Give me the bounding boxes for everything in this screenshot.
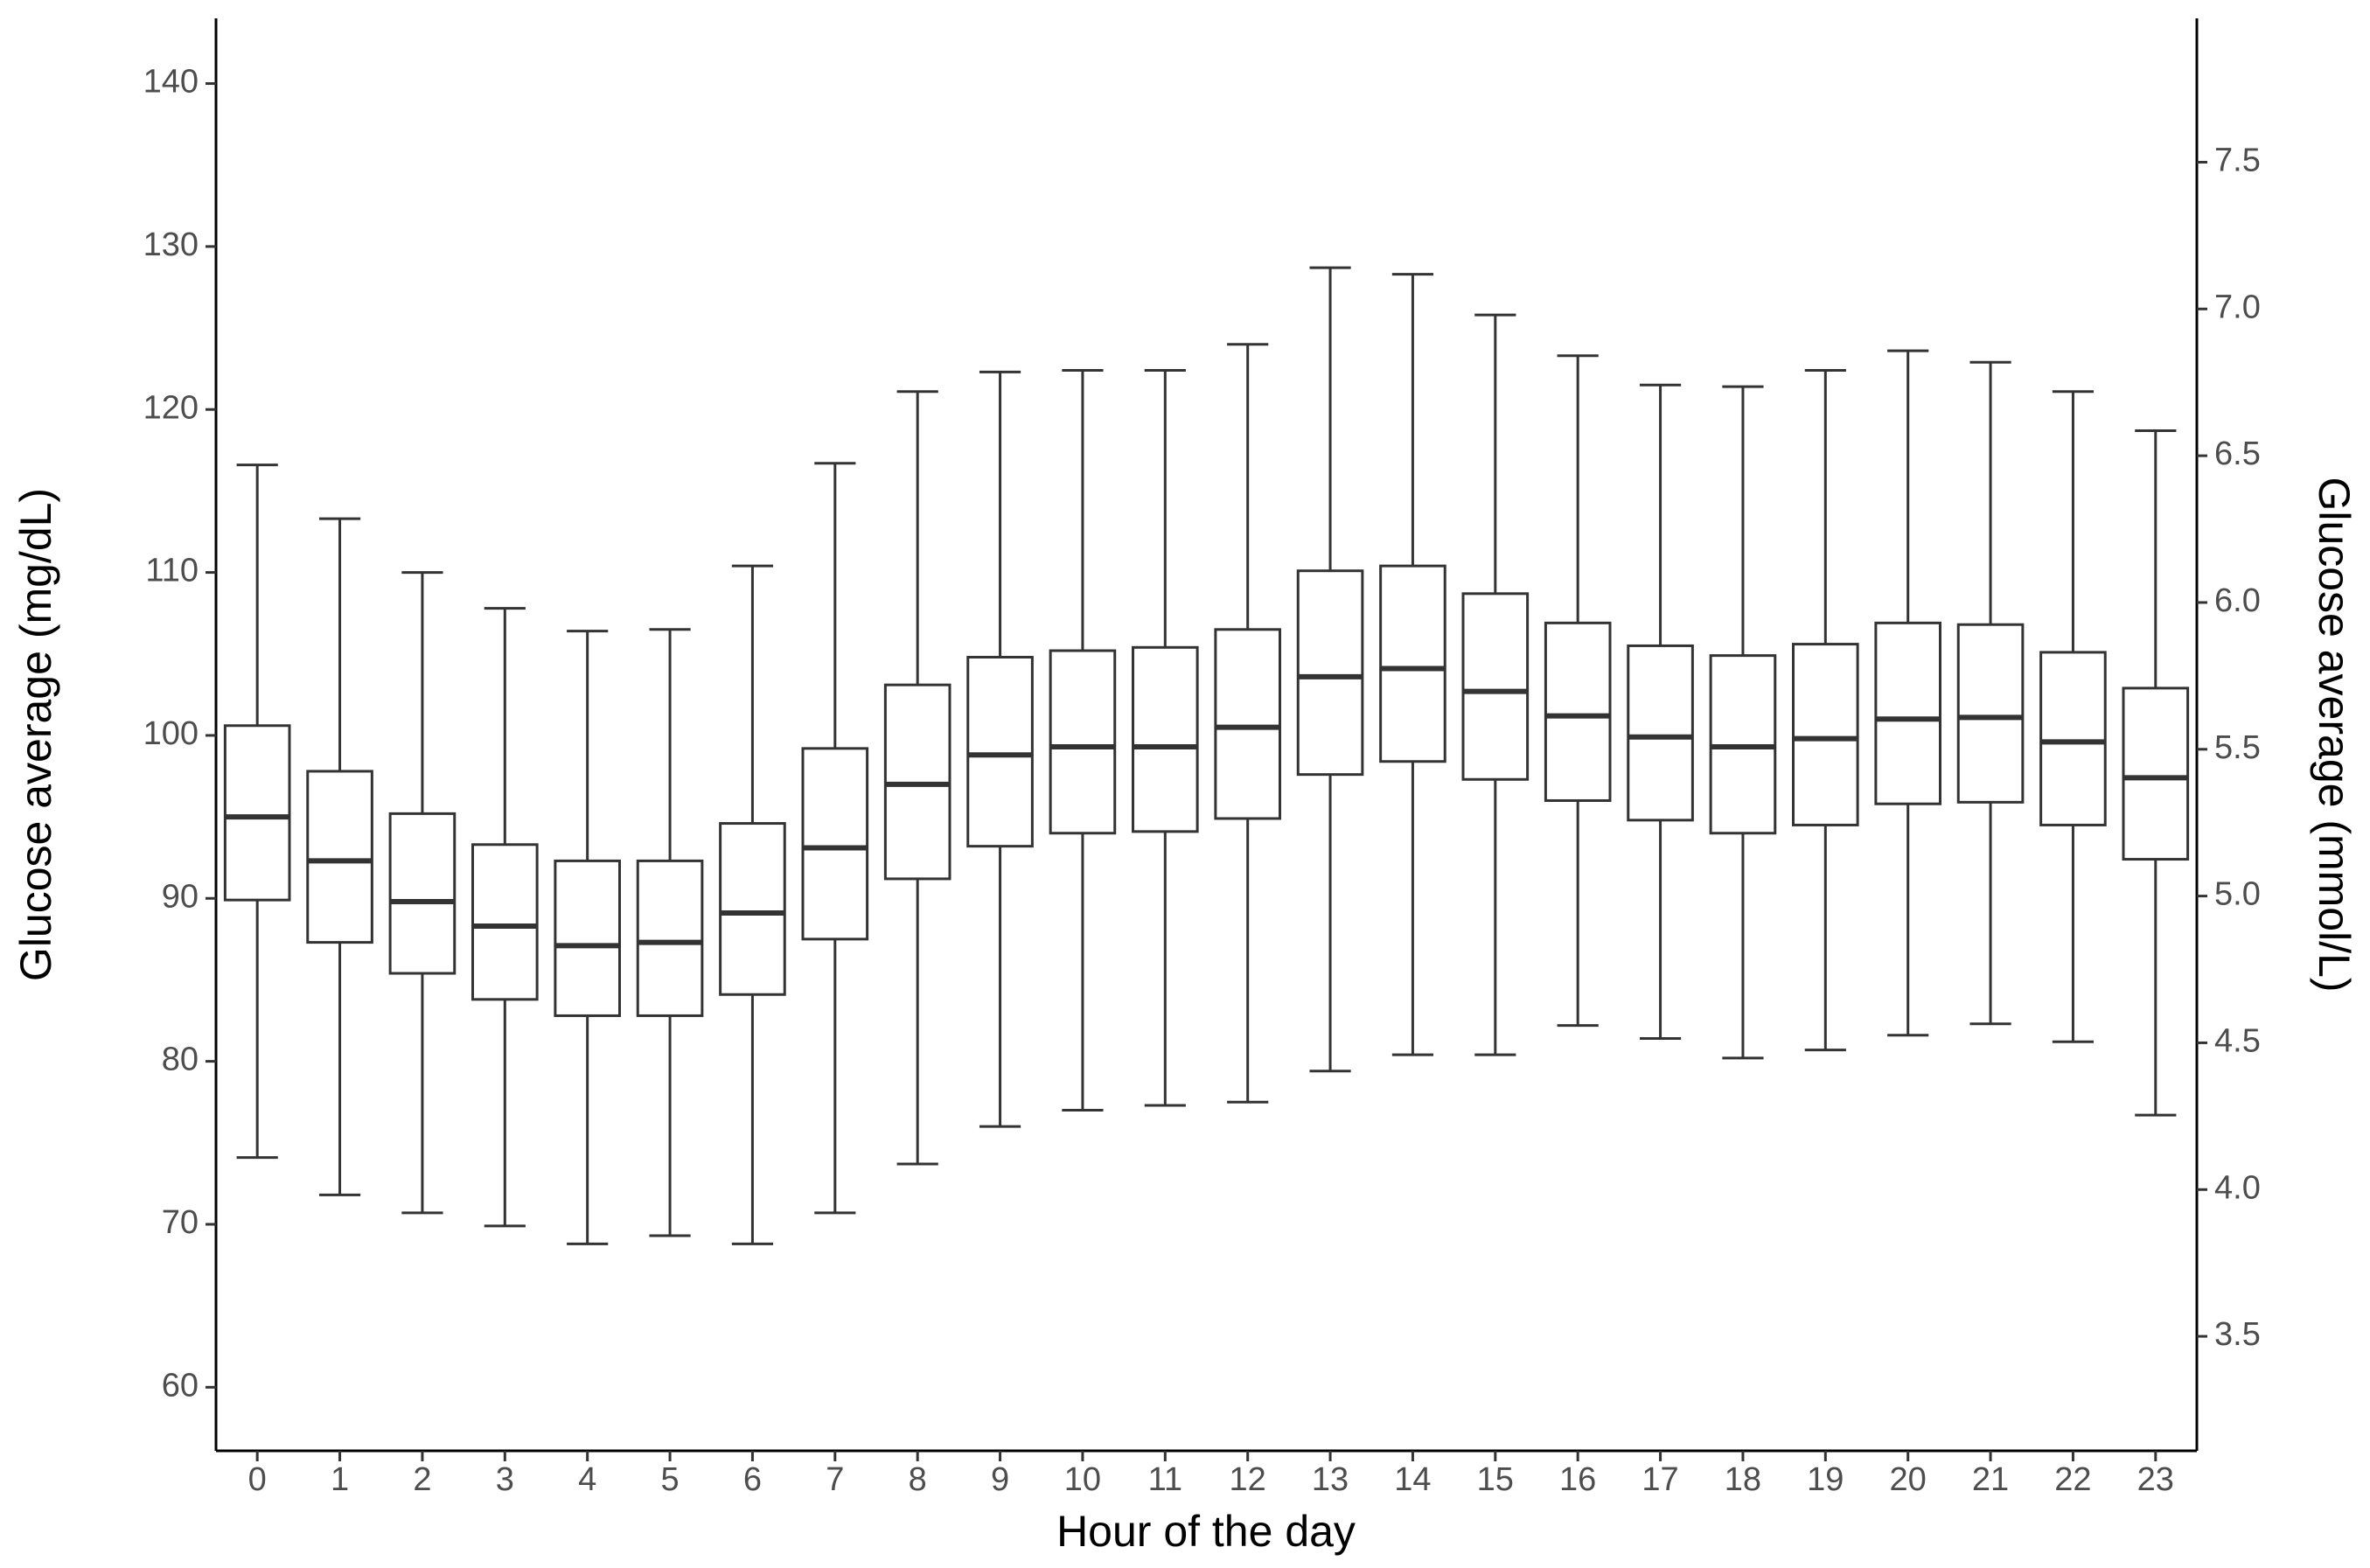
x-tick-label: 20 bbox=[1890, 1461, 1927, 1498]
y2-tick-label: 5.5 bbox=[2214, 729, 2261, 766]
y2-tick-label: 6.5 bbox=[2214, 436, 2261, 472]
y2-tick-label: 4.5 bbox=[2214, 1022, 2261, 1059]
x-tick-label: 23 bbox=[2137, 1461, 2174, 1498]
box bbox=[306, 770, 373, 944]
box bbox=[2039, 651, 2107, 826]
box bbox=[1792, 643, 1859, 826]
x-tick-label: 12 bbox=[1230, 1461, 1266, 1498]
y-tick-label: 70 bbox=[162, 1204, 199, 1241]
x-tick-label: 3 bbox=[496, 1461, 514, 1498]
x-tick-label: 6 bbox=[743, 1461, 762, 1498]
y-tick-label: 110 bbox=[145, 553, 199, 589]
box bbox=[1461, 592, 1530, 781]
box bbox=[966, 655, 1034, 848]
box bbox=[636, 859, 704, 1017]
y2-tick-label: 4.0 bbox=[2214, 1169, 2261, 1206]
y-tick-label: 100 bbox=[143, 715, 199, 752]
y2-tick-label: 7.5 bbox=[2214, 143, 2261, 179]
box bbox=[223, 724, 291, 902]
box bbox=[1379, 564, 1446, 763]
x-tick-label: 19 bbox=[1807, 1461, 1844, 1498]
box bbox=[1214, 628, 1281, 820]
y2-tick-label: 7.0 bbox=[2214, 289, 2261, 325]
y2-tick-label: 5.0 bbox=[2214, 876, 2261, 913]
y2-tick-label: 3.5 bbox=[2214, 1316, 2261, 1353]
x-tick-label: 11 bbox=[1148, 1461, 1182, 1498]
box bbox=[1132, 645, 1199, 833]
x-tick-label: 5 bbox=[660, 1461, 679, 1498]
box bbox=[554, 859, 621, 1017]
y2-tick-label: 6.0 bbox=[2214, 582, 2261, 619]
box bbox=[1296, 569, 1364, 777]
x-tick-label: 2 bbox=[413, 1461, 431, 1498]
box bbox=[388, 812, 457, 975]
x-tick-label: 10 bbox=[1064, 1461, 1101, 1498]
box bbox=[1544, 621, 1612, 802]
x-tick-label: 22 bbox=[2054, 1461, 2091, 1498]
y-tick-label: 90 bbox=[162, 878, 199, 915]
x-tick-label: 18 bbox=[1725, 1461, 1761, 1498]
box bbox=[1049, 649, 1117, 835]
box bbox=[719, 822, 786, 996]
box bbox=[1874, 621, 1941, 805]
x-tick-label: 15 bbox=[1477, 1461, 1514, 1498]
x-tick-label: 16 bbox=[1559, 1461, 1596, 1498]
box bbox=[2122, 686, 2190, 861]
box bbox=[1956, 623, 2025, 804]
y-tick-label: 120 bbox=[143, 389, 199, 426]
x-tick-label: 13 bbox=[1312, 1461, 1349, 1498]
y-tick-label: 80 bbox=[162, 1042, 199, 1078]
x-tick-label: 17 bbox=[1642, 1461, 1678, 1498]
x-tick-label: 0 bbox=[248, 1461, 267, 1498]
y-tick-label: 130 bbox=[143, 226, 199, 263]
box bbox=[1627, 644, 1694, 822]
x-tick-label: 7 bbox=[826, 1461, 844, 1498]
x-tick-label: 8 bbox=[909, 1461, 927, 1498]
box bbox=[471, 843, 539, 1001]
x-tick-label: 21 bbox=[1972, 1461, 2009, 1498]
y2-axis-title: Glucose average (mmol/L) bbox=[2310, 477, 2359, 992]
x-axis-title: Hour of the day bbox=[1056, 1507, 1356, 1556]
x-tick-label: 14 bbox=[1394, 1461, 1431, 1498]
y-tick-label: 140 bbox=[143, 64, 199, 101]
x-tick-label: 4 bbox=[578, 1461, 596, 1498]
x-tick-label: 1 bbox=[331, 1461, 349, 1498]
box bbox=[801, 747, 869, 941]
x-tick-label: 9 bbox=[991, 1461, 1009, 1498]
y-axis-title: Glucose average (mg/dL) bbox=[11, 488, 60, 981]
y-tick-label: 60 bbox=[162, 1367, 199, 1404]
